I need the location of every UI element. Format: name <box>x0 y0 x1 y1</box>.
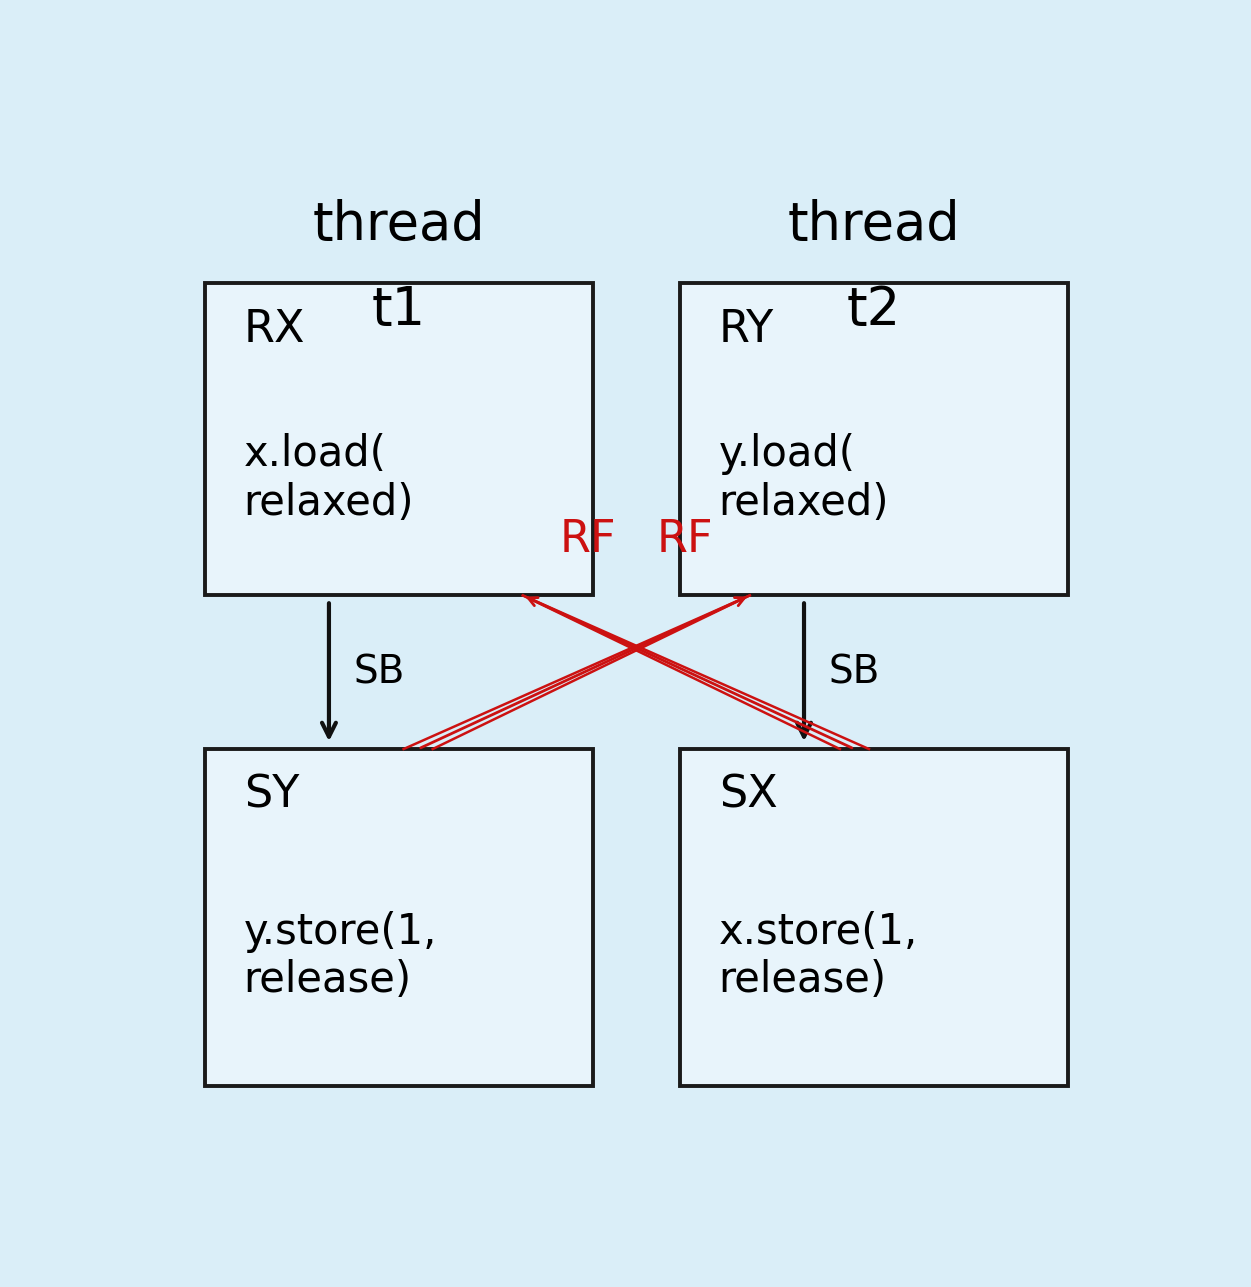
Bar <box>681 283 1068 596</box>
Text: SX: SX <box>719 773 777 817</box>
Text: SY: SY <box>244 773 299 817</box>
Bar <box>205 283 593 596</box>
Text: y.load(
relaxed): y.load( relaxed) <box>719 434 889 524</box>
Text: y.store(1,
release): y.store(1, release) <box>244 911 437 1001</box>
Text: thread
t2: thread t2 <box>788 199 960 336</box>
Text: x.store(1,
release): x.store(1, release) <box>719 911 918 1001</box>
Text: x.load(
relaxed): x.load( relaxed) <box>244 434 414 524</box>
Bar <box>681 749 1068 1086</box>
Text: RY: RY <box>719 308 774 351</box>
Text: RX: RX <box>244 308 305 351</box>
Bar <box>205 749 593 1086</box>
Text: SB: SB <box>828 654 879 691</box>
Text: thread
t1: thread t1 <box>313 199 485 336</box>
Text: SB: SB <box>353 654 404 691</box>
Text: RF: RF <box>657 517 713 561</box>
Text: RF: RF <box>559 517 617 561</box>
